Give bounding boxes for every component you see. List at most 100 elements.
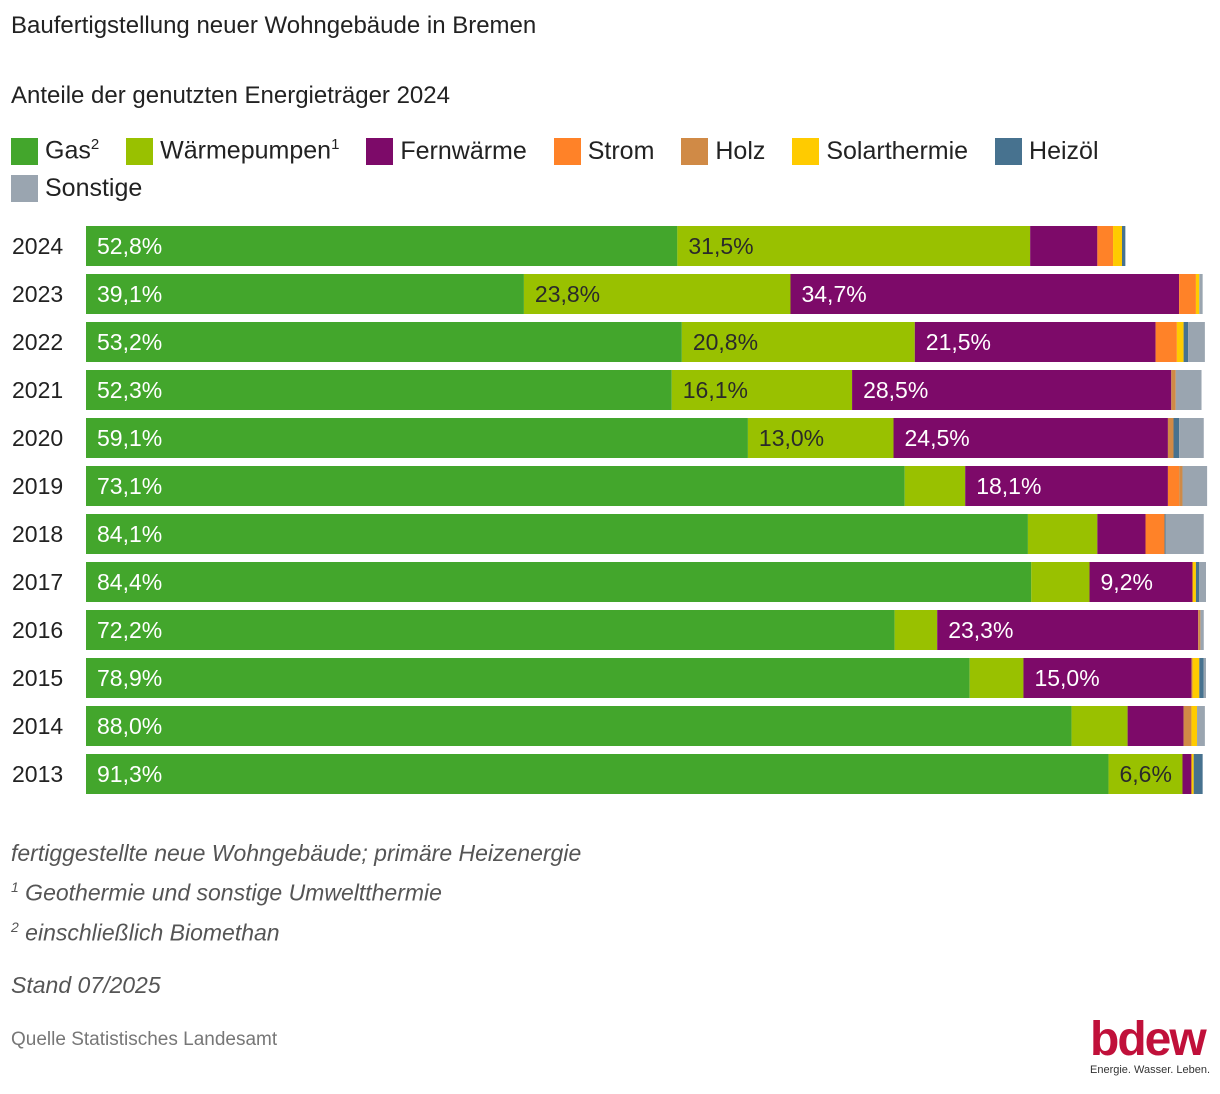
- bar-segment: [1175, 370, 1202, 410]
- data-label: 20,8%: [693, 329, 758, 355]
- bar-segment: [1203, 658, 1206, 698]
- chart-subtitle: Anteile der genutzten Energieträger 2024: [11, 82, 450, 109]
- category-label: 2018: [12, 521, 63, 547]
- bar-segment: [86, 418, 748, 458]
- category-label: 2015: [12, 665, 63, 691]
- category-label: 2016: [12, 617, 63, 643]
- bdew-logo: bdew Energie. Wasser. Leben.: [1090, 1013, 1212, 1077]
- category-label: 2019: [12, 473, 63, 499]
- bar-segment: [1183, 706, 1192, 746]
- data-label: 15,0%: [1034, 665, 1099, 691]
- bar-segment: [1199, 562, 1206, 602]
- bar-segment: [1183, 322, 1189, 362]
- bar-segment: [1165, 514, 1204, 554]
- data-label: 39,1%: [97, 281, 162, 307]
- bar-segment: [894, 610, 938, 650]
- bar-segment: [1198, 610, 1201, 650]
- bar-segment: [86, 322, 682, 362]
- legend-swatch: [11, 175, 38, 202]
- bar-segment: [1127, 706, 1184, 746]
- data-status: Stand 07/2025: [11, 972, 161, 998]
- bar-segment: [671, 370, 853, 410]
- bar-segment: [86, 754, 1109, 794]
- legend-item-holz: Holz: [681, 134, 765, 168]
- bar-segment: [969, 658, 1024, 698]
- data-source: Quelle Statistisches Landesamt: [11, 1029, 278, 1050]
- bar-segment: [681, 322, 915, 362]
- footnote-mark: 2: [11, 918, 19, 935]
- legend-label: Holz: [715, 136, 766, 165]
- legend-footnote-mark: 2: [90, 136, 100, 154]
- bar-segment: [747, 418, 894, 458]
- bar-segment: [677, 226, 1031, 266]
- bar-segment: [523, 274, 791, 314]
- bar-segment: [1089, 562, 1193, 602]
- bar-segment: [1195, 274, 1200, 314]
- data-label: 21,5%: [926, 329, 991, 355]
- legend-label: Wärmepumpen: [160, 136, 332, 165]
- bar-segment: [790, 274, 1180, 314]
- bar-segment: [1108, 754, 1183, 794]
- category-label: 2021: [12, 377, 63, 403]
- legend-swatch: [792, 137, 820, 165]
- data-label: 6,6%: [1119, 761, 1171, 787]
- chart-title: Baufertigstellung neuer Wohngebäude in B…: [11, 12, 537, 39]
- logo-wordmark: bdew: [1090, 1013, 1207, 1066]
- bar-segment: [893, 418, 1168, 458]
- bar-segment: [1197, 706, 1205, 746]
- category-label: 2023: [12, 281, 63, 307]
- category-label: 2020: [12, 425, 63, 451]
- bar-segment: [1122, 226, 1126, 266]
- bar-segment: [1164, 514, 1166, 554]
- data-label: 72,2%: [97, 617, 162, 643]
- bar-segment: [1192, 562, 1196, 602]
- bar-segment: [1191, 754, 1194, 794]
- bar-segment: [86, 610, 895, 650]
- data-label: 84,4%: [97, 569, 162, 595]
- bar-segment: [1167, 466, 1180, 506]
- category-label: 2024: [12, 233, 63, 259]
- legend-item-heizoel: Heizöl: [995, 134, 1099, 168]
- bar-segment: [904, 466, 966, 506]
- bar-segment: [1191, 706, 1198, 746]
- stacked-bar-chart: 2024 52,8% 31,5% 2023 39,1% 23,8% 34,7% 2022 53,…: [12, 226, 1208, 794]
- note-footnote-1: 1 Geothermie und sonstige Umweltthermie: [11, 870, 581, 910]
- legend-item-sonstige: Sonstige: [11, 172, 142, 206]
- bar-segment: [1182, 754, 1192, 794]
- legend-swatch: [126, 137, 154, 165]
- legend-item-gas: Gas2: [11, 134, 99, 168]
- data-label: 23,8%: [535, 281, 600, 307]
- category-label: 2013: [12, 761, 63, 787]
- bar-segment: [86, 706, 1072, 746]
- legend-item-solarthermie: Solarthermie: [792, 134, 968, 168]
- logo-tagline: Energie. Wasser. Leben.: [1090, 1064, 1211, 1076]
- chart-legend: Gas2 Wärmepumpen1 Fernwärme Strom Holz S…: [11, 134, 1201, 209]
- chart-notes: fertiggestellte neue Wohngebäude; primär…: [11, 836, 581, 949]
- bar-segment: [1031, 562, 1090, 602]
- bar-segment: [86, 562, 1032, 602]
- data-label: 84,1%: [97, 521, 162, 547]
- data-label: 16,1%: [683, 377, 748, 403]
- bar-segment: [1167, 418, 1174, 458]
- bar-segment: [1027, 514, 1098, 554]
- legend-footnote-mark: 1: [331, 136, 340, 154]
- bar-segment: [1113, 226, 1122, 266]
- bar-segment: [1097, 514, 1146, 554]
- bar-segment: [1179, 418, 1204, 458]
- category-label: 2017: [12, 569, 63, 595]
- data-label: 52,3%: [97, 377, 162, 403]
- bar-segment: [937, 610, 1199, 650]
- bar-segment: [1030, 226, 1098, 266]
- bar-segment: [1171, 370, 1176, 410]
- bar-segment: [914, 322, 1156, 362]
- bar-segment: [1191, 658, 1193, 698]
- bar-segment: [86, 658, 970, 698]
- legend-swatch: [995, 137, 1023, 165]
- data-label: 91,3%: [97, 761, 162, 787]
- data-label: 9,2%: [1101, 569, 1153, 595]
- legend-label: Sonstige: [45, 174, 143, 202]
- bar-segment: [1173, 418, 1180, 458]
- bar-segment: [1192, 658, 1200, 698]
- data-label: 59,1%: [97, 425, 162, 451]
- bar-segment: [1195, 562, 1200, 602]
